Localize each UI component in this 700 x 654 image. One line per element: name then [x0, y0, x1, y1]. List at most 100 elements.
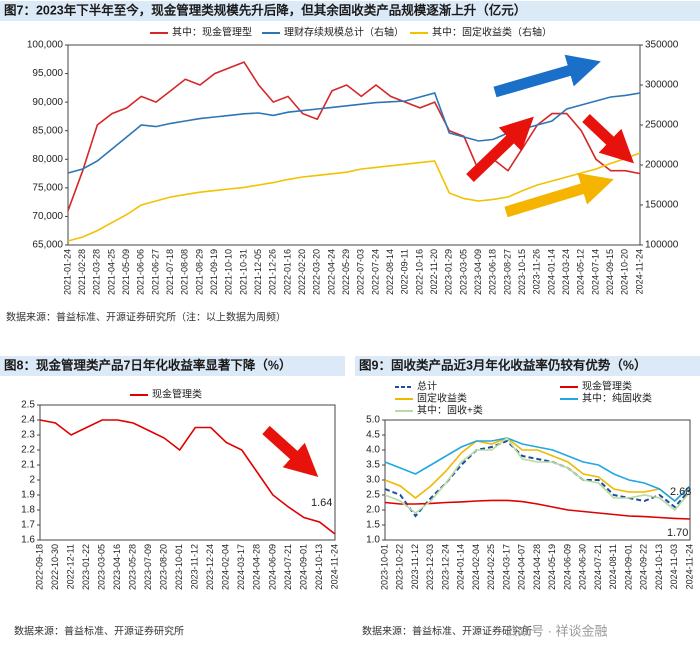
series-line	[67, 61, 641, 211]
legend-label: 理财存续规模总计（右轴）	[284, 26, 404, 39]
x-tick-label: 2024-10-13	[314, 544, 324, 590]
y-tick-label: 1.5	[366, 520, 380, 531]
y-tick-label: 1.0	[366, 535, 380, 546]
legend-label: 总计	[417, 380, 437, 393]
series-line	[384, 437, 691, 503]
title-band	[355, 356, 700, 376]
charts: 图7：2023年下半年至今，现金管理类规模先升后降，但其余固收类产品规模逐渐上升…	[4, 2, 694, 637]
legend-label: 其中：纯固收类	[582, 392, 652, 405]
y-tick-label: 5.0	[366, 415, 380, 426]
plot-frame	[39, 404, 336, 541]
series-line	[67, 92, 641, 174]
title-band	[0, 356, 345, 376]
legend-label: 固定收益类	[417, 392, 467, 405]
x-tick-label: 2023-08-20	[159, 544, 169, 590]
x-tick-label: 2024-11-24	[684, 544, 694, 589]
y-tick-label: 90,000	[32, 97, 63, 108]
y-tick-label: 2.4	[21, 415, 35, 426]
source: 数据来源：普益标准、开源证券研究所（注：以上数据为周频）	[6, 311, 286, 324]
x-tick-label: 2023-12-03	[425, 544, 435, 590]
arrow	[504, 173, 614, 218]
y2-tick-label: 250000	[645, 120, 679, 131]
x-tick-label: 2023-11-26	[532, 249, 542, 294]
legend-label: 现金管理类	[582, 380, 632, 393]
x-tick-label: 2024-06-09	[562, 544, 572, 590]
series-line	[384, 499, 691, 520]
arrow	[466, 116, 534, 182]
plot-frame	[384, 419, 691, 541]
x-tick-label: 2024-02-25	[486, 544, 496, 590]
x-tick-label: 2022-10-16	[414, 249, 424, 295]
x-tick-label: 2024-04-28	[252, 544, 262, 590]
x-tick-label: 2024-11-24	[634, 249, 644, 294]
x-tick-label: 2023-01-22	[81, 544, 91, 590]
x-tick-label: 2022-02-20	[297, 249, 307, 295]
title-band	[0, 1, 700, 21]
x-tick-label: 2022-10-30	[50, 544, 60, 590]
series-line	[39, 419, 336, 535]
x-tick-label: 2024-01-14	[546, 249, 556, 295]
y-tick-label: 2.1	[21, 460, 35, 471]
y2-tick-label: 350000	[645, 40, 679, 51]
x-tick-label: 2022-01-16	[282, 249, 292, 295]
arrow	[262, 425, 319, 478]
x-tick-label: 2023-06-18	[488, 249, 498, 295]
x-tick-label: 2024-01-14	[456, 544, 466, 590]
x-tick-label: 2023-10-01	[174, 544, 184, 590]
plot-frame	[67, 44, 641, 246]
x-tick-label: 2021-08-08	[180, 249, 190, 295]
x-tick-label: 2022-07-24	[370, 249, 380, 295]
x-tick-label: 2024-04-07	[517, 544, 527, 590]
chart-title: 图8：现金管理类产品7日年化收益率显著下降（%）	[4, 357, 292, 372]
source: 数据来源：普益标准、开源证券研究所	[362, 625, 532, 638]
x-tick-label: 2024-03-17	[501, 544, 511, 590]
y2-tick-label: 100000	[645, 240, 679, 251]
x-tick-label: 2023-04-16	[112, 544, 122, 590]
x-tick-label: 2023-03-05	[458, 249, 468, 295]
x-tick-label: 2023-05-28	[128, 544, 138, 590]
y-tick-label: 2.0	[366, 505, 380, 516]
y-tick-label: 85,000	[32, 125, 63, 136]
y-tick-label: 1.9	[21, 490, 35, 501]
y-tick-label: 3.5	[366, 460, 380, 471]
x-tick-label: 2021-12-05	[253, 249, 263, 295]
annotation: 2.68	[670, 486, 691, 498]
x-tick-label: 2023-01-29	[444, 249, 454, 295]
x-tick-label: 2024-02-04	[471, 544, 481, 590]
y-tick-label: 3.0	[366, 475, 380, 486]
y2-tick-label: 300000	[645, 80, 679, 91]
x-tick-label: 2024-07-21	[593, 544, 603, 590]
y-tick-label: 4.0	[366, 445, 380, 456]
x-tick-label: 2024-11-03	[669, 544, 679, 589]
x-tick-label: 2021-12-26	[268, 249, 278, 295]
x-tick-label: 2022-12-11	[65, 544, 75, 589]
legend-label: 其中：固定收益类（右轴）	[432, 26, 552, 39]
y-tick-label: 2.2	[21, 445, 35, 456]
x-tick-label: 2021-09-19	[209, 249, 219, 295]
series-line	[67, 152, 641, 242]
x-tick-label: 2024-10-20	[620, 249, 630, 295]
x-tick-label: 2023-04-09	[473, 249, 483, 295]
x-tick-label: 2023-03-05	[96, 544, 106, 590]
x-tick-label: 2021-03-28	[92, 249, 102, 295]
x-tick-label: 2023-10-22	[395, 544, 405, 590]
x-tick-label: 2024-06-09	[267, 544, 277, 590]
x-tick-label: 2023-12-24	[205, 544, 215, 590]
legend-label: 现金管理类	[152, 388, 202, 401]
x-tick-label: 2022-07-03	[356, 249, 366, 295]
x-tick-label: 2024-11-24	[329, 544, 339, 589]
annotation: 1.64	[311, 497, 332, 509]
y-tick-label: 75,000	[32, 182, 63, 193]
y-tick-label: 1.7	[21, 520, 35, 531]
y2-tick-label: 150000	[645, 200, 679, 211]
x-tick-label: 2023-07-09	[143, 544, 153, 590]
y2-tick-label: 200000	[645, 160, 679, 171]
annotation: 1.70	[667, 527, 688, 539]
x-tick-label: 2021-02-28	[77, 249, 87, 295]
arrows	[262, 54, 634, 478]
x-tick-label: 2022-04-24	[326, 249, 336, 295]
x-tick-label: 2024-05-19	[547, 544, 557, 590]
x-tick-label: 2021-10-31	[238, 249, 248, 295]
x-tick-label: 2022-03-20	[312, 249, 322, 295]
